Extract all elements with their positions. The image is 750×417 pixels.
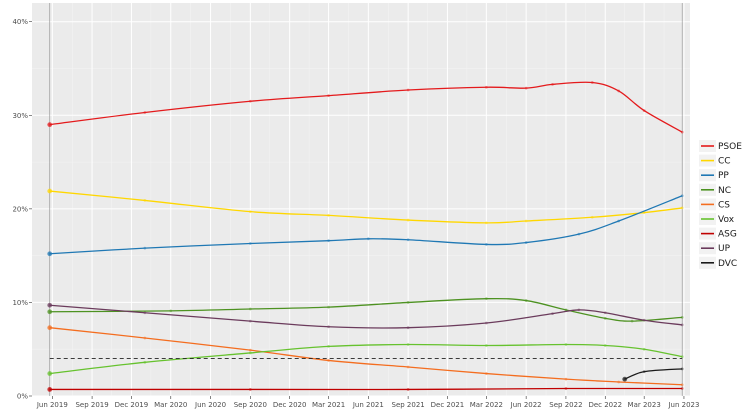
legend-item-up: UP xyxy=(699,242,731,255)
x-tick-label: Sep 2021 xyxy=(392,401,425,409)
result-marker-vox xyxy=(47,371,53,376)
legend-item-pp: PP xyxy=(699,169,729,182)
x-tick-label: Dec 2021 xyxy=(431,401,465,409)
x-tick-label: Mar 2020 xyxy=(154,401,187,409)
result-marker-psoe xyxy=(47,122,53,128)
y-axis-ticks: 0% 10% 20% 30% 40% xyxy=(12,18,32,401)
legend-label: ASG xyxy=(718,230,737,240)
x-tick-label: Dec 2022 xyxy=(588,401,622,409)
x-tick-label: Jun 2020 xyxy=(194,401,226,409)
x-tick-label: Sep 2020 xyxy=(234,401,267,409)
legend-label: CC xyxy=(718,157,731,167)
legend: PSOE CC PP NC CS Vox ASG UP DVC xyxy=(699,140,742,269)
legend-label: UP xyxy=(718,244,731,254)
x-tick-label: Jun 2022 xyxy=(510,401,542,409)
result-marker-pp xyxy=(47,251,53,257)
x-tick-label: Sep 2022 xyxy=(549,401,582,409)
x-tick-label: Jun 2021 xyxy=(352,401,384,409)
trend-line-psoe xyxy=(49,81,683,133)
legend-item-asg: ASG xyxy=(699,227,737,240)
grid-lines xyxy=(32,3,690,397)
x-tick-label: Sep 2019 xyxy=(75,401,108,409)
result-marker-asg xyxy=(47,387,53,392)
legend-item-nc: NC xyxy=(699,183,731,196)
trend-line-vox xyxy=(49,343,683,375)
legend-label: CS xyxy=(718,200,730,210)
trend-line-dvc xyxy=(624,368,683,380)
result-marker-cs xyxy=(47,325,53,331)
legend-item-psoe: PSOE xyxy=(699,140,742,152)
legend-item-cs: CS xyxy=(699,198,730,211)
legend-label: Vox xyxy=(718,215,735,225)
x-tick-label: Jun 2019 xyxy=(36,401,68,409)
y-tick-label: 0% xyxy=(17,393,28,401)
x-tick-label: Jun 2023 xyxy=(667,401,699,409)
legend-item-cc: CC xyxy=(699,154,731,167)
legend-item-vox: Vox xyxy=(699,213,735,225)
x-tick-label: Dec 2019 xyxy=(115,401,149,409)
result-marker-nc xyxy=(47,309,53,315)
trend-lines xyxy=(49,81,683,391)
result-marker-up xyxy=(47,302,53,308)
y-tick-label: 20% xyxy=(12,205,28,213)
legend-label: NC xyxy=(718,186,731,196)
legend-label: DVC xyxy=(718,259,737,269)
trend-line-up xyxy=(49,304,683,329)
legend-label: PP xyxy=(718,171,729,181)
result-marker-cc xyxy=(47,188,53,194)
result-marker-dvc xyxy=(622,376,628,382)
trend-line-asg xyxy=(49,387,683,391)
legend-label: PSOE xyxy=(718,142,742,152)
y-tick-label: 30% xyxy=(12,112,28,120)
trend-line-cs xyxy=(49,327,683,386)
x-axis-ticks: Jun 2019 Sep 2019 Dec 2019 Mar 2020 Jun 2020… xyxy=(36,396,699,409)
x-tick-label: Mar 2023 xyxy=(628,401,661,409)
trend-line-nc xyxy=(49,297,683,322)
x-tick-label: Dec 2020 xyxy=(273,401,307,409)
x-tick-label: Mar 2021 xyxy=(312,401,345,409)
trend-line-cc xyxy=(49,190,683,224)
trend-line-pp xyxy=(49,195,683,255)
x-tick-label: Mar 2022 xyxy=(470,401,503,409)
y-tick-label: 40% xyxy=(12,18,28,26)
y-tick-label: 10% xyxy=(12,299,28,307)
legend-item-dvc: DVC xyxy=(699,256,737,269)
